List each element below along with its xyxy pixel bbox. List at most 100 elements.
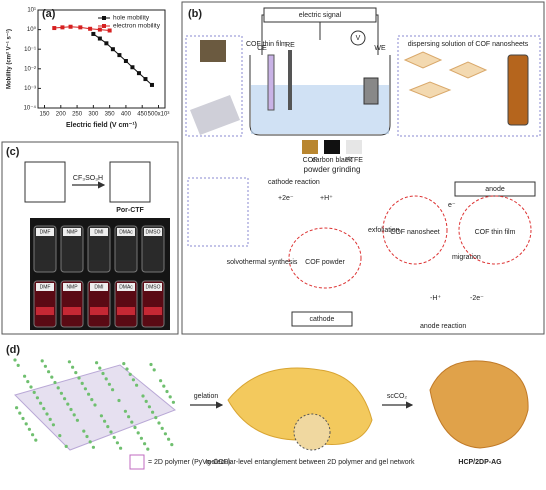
text: +H⁺ bbox=[320, 195, 333, 202]
monomer bbox=[53, 380, 57, 385]
zoom bbox=[293, 413, 331, 451]
monomer bbox=[157, 421, 161, 425]
y-tick-label: 10⁰ bbox=[27, 26, 37, 33]
text: CF₃SO₃H bbox=[73, 175, 103, 182]
text: e⁻ bbox=[448, 202, 456, 209]
text: powder grinding bbox=[304, 165, 361, 174]
text: migration bbox=[452, 254, 481, 261]
monomer bbox=[111, 388, 115, 392]
voltmeter bbox=[350, 30, 366, 46]
monomer bbox=[136, 431, 140, 435]
text: -H⁺ bbox=[430, 295, 441, 302]
monomer bbox=[32, 390, 36, 394]
panel-label: (b) bbox=[188, 8, 202, 20]
vial-label-bg bbox=[90, 283, 108, 291]
monomer bbox=[165, 389, 169, 394]
vial-label-bg bbox=[144, 228, 162, 236]
monomer bbox=[146, 447, 150, 451]
monomer bbox=[112, 435, 116, 439]
legend-marker bbox=[102, 24, 106, 28]
monomer bbox=[122, 362, 126, 366]
vial bbox=[87, 280, 111, 328]
monomer bbox=[87, 392, 91, 396]
monomer bbox=[128, 372, 132, 376]
vial-label: DMSO bbox=[146, 229, 161, 235]
monomer bbox=[47, 370, 51, 374]
monomer bbox=[80, 381, 84, 385]
text: COF powder bbox=[305, 259, 345, 266]
panel-label: (c) bbox=[6, 146, 20, 158]
panel-b: (b) electric signal V CE RE WE COF thin … bbox=[181, 1, 545, 335]
monomer bbox=[144, 399, 148, 403]
vial-label: DMF bbox=[40, 284, 51, 290]
panel-frame bbox=[181, 1, 545, 335]
marker bbox=[91, 31, 96, 36]
text: = 2D polymer (PyVg-COF) bbox=[148, 459, 230, 466]
monomer bbox=[34, 438, 38, 442]
x-tick-label: 300 bbox=[88, 112, 99, 118]
x-tick-label: 150 bbox=[40, 112, 51, 118]
vial bbox=[507, 54, 529, 126]
monomer bbox=[90, 398, 94, 402]
marker bbox=[107, 28, 112, 33]
text: HCP/2DP-AG bbox=[458, 459, 502, 466]
vial bbox=[33, 225, 57, 273]
monomer bbox=[123, 409, 127, 413]
x-tick-label: 500x10³ bbox=[148, 112, 170, 118]
marker bbox=[130, 65, 135, 70]
vial-label-bg bbox=[117, 228, 135, 236]
text: cathode bbox=[310, 316, 335, 323]
gel bbox=[227, 367, 373, 445]
monomer bbox=[91, 445, 95, 449]
text: solvothermal synthesis bbox=[227, 259, 298, 266]
panel-d: (d) = 2D polymer (PyVg-COF) gelation mol… bbox=[6, 344, 529, 470]
powder bbox=[302, 140, 318, 154]
panel-label: (d) bbox=[6, 344, 20, 356]
series-line bbox=[93, 33, 153, 86]
vial bbox=[114, 225, 138, 273]
text: anode bbox=[485, 186, 505, 193]
monomer bbox=[98, 366, 102, 370]
molecule bbox=[24, 161, 66, 203]
marker bbox=[97, 36, 102, 41]
panel-frame bbox=[1, 141, 179, 335]
monomer bbox=[74, 371, 78, 375]
monomer bbox=[149, 362, 153, 367]
text: dispersing solution of COF nanosheets bbox=[408, 41, 529, 48]
monomer bbox=[30, 433, 35, 437]
monomer bbox=[101, 371, 105, 376]
framework bbox=[288, 227, 362, 289]
polymer-sheet bbox=[14, 364, 176, 451]
monomer bbox=[147, 405, 151, 409]
monomer bbox=[159, 379, 163, 383]
text: electric signal bbox=[299, 12, 342, 19]
x-axis-title: Electric field (V cm⁻¹) bbox=[66, 122, 137, 129]
molecule bbox=[109, 161, 151, 203]
monomer bbox=[139, 436, 143, 440]
monomer bbox=[43, 364, 48, 368]
monomer bbox=[151, 410, 155, 414]
legend-marker bbox=[102, 16, 106, 20]
monomer bbox=[131, 378, 135, 382]
monomer bbox=[88, 440, 92, 444]
electrode bbox=[267, 54, 275, 111]
marker bbox=[110, 47, 115, 52]
x-tick-label: 400 bbox=[121, 112, 132, 118]
vial bbox=[33, 280, 57, 328]
powder bbox=[324, 140, 340, 154]
inset bbox=[187, 177, 249, 247]
x-tick-label: 350 bbox=[105, 112, 116, 118]
y-tick-label: 10¹ bbox=[27, 8, 36, 14]
monomer bbox=[56, 386, 60, 390]
monomer bbox=[141, 394, 145, 398]
x-tick-label: 450 bbox=[137, 112, 148, 118]
wire bbox=[261, 14, 379, 55]
monomer bbox=[170, 443, 174, 447]
monomer bbox=[133, 425, 137, 430]
label-box bbox=[454, 181, 536, 197]
text: V bbox=[356, 35, 361, 42]
marker bbox=[117, 53, 122, 58]
monomer bbox=[77, 376, 81, 380]
text: exfoliation bbox=[368, 227, 400, 234]
